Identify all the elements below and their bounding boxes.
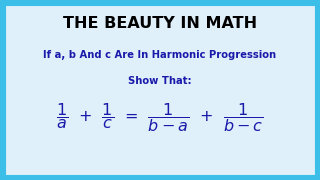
Text: Show That:: Show That: [128, 76, 192, 86]
Text: THE BEAUTY IN MATH: THE BEAUTY IN MATH [63, 16, 257, 31]
Text: $\dfrac{1}{a}$  +  $\dfrac{1}{c}$  =  $\dfrac{1}{b{\rm -}a}$  +  $\dfrac{1}{b{\r: $\dfrac{1}{a}$ + $\dfrac{1}{c}$ = $\dfra… [56, 101, 264, 134]
Text: If a, b And c Are In Harmonic Progression: If a, b And c Are In Harmonic Progressio… [44, 50, 276, 60]
